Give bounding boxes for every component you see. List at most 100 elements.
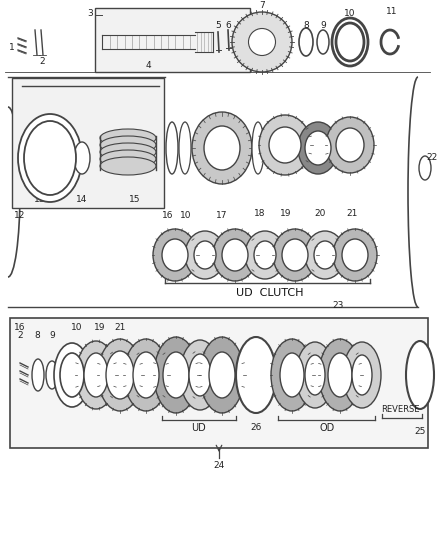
Text: 10: 10: [71, 322, 83, 332]
Text: 14: 14: [76, 196, 88, 205]
Ellipse shape: [352, 355, 372, 395]
Text: 23: 23: [332, 301, 344, 310]
Ellipse shape: [100, 129, 156, 147]
Bar: [95, 8, 250, 72]
Text: 2: 2: [17, 332, 23, 341]
Text: 6: 6: [225, 20, 231, 29]
Ellipse shape: [32, 359, 44, 391]
Ellipse shape: [100, 136, 156, 154]
Text: 19: 19: [280, 208, 292, 217]
Ellipse shape: [336, 128, 364, 162]
Text: 4: 4: [145, 61, 151, 69]
Ellipse shape: [271, 339, 313, 411]
Text: 10: 10: [180, 211, 192, 220]
Bar: [10, 318, 428, 448]
Ellipse shape: [273, 229, 317, 281]
Text: 11: 11: [386, 7, 398, 17]
Text: 12: 12: [14, 211, 26, 220]
Text: 2: 2: [39, 58, 45, 67]
Ellipse shape: [76, 341, 116, 409]
Bar: [12, 78, 164, 208]
Ellipse shape: [317, 30, 329, 54]
Text: 21: 21: [114, 322, 126, 332]
Ellipse shape: [166, 122, 178, 174]
Text: OD: OD: [319, 423, 335, 433]
Ellipse shape: [342, 239, 368, 271]
Ellipse shape: [296, 342, 334, 408]
Text: 16: 16: [162, 211, 174, 220]
Text: 22: 22: [426, 154, 438, 163]
Ellipse shape: [185, 231, 225, 279]
Ellipse shape: [153, 229, 197, 281]
Text: 19: 19: [94, 322, 106, 332]
Ellipse shape: [74, 142, 90, 174]
Ellipse shape: [163, 352, 189, 398]
Text: 5: 5: [215, 21, 221, 30]
Ellipse shape: [133, 352, 159, 398]
Ellipse shape: [24, 121, 76, 195]
Ellipse shape: [280, 353, 304, 397]
Ellipse shape: [213, 229, 257, 281]
Ellipse shape: [245, 231, 285, 279]
Ellipse shape: [319, 339, 361, 411]
Ellipse shape: [209, 352, 235, 398]
Ellipse shape: [189, 354, 211, 396]
Ellipse shape: [54, 343, 90, 407]
Ellipse shape: [162, 239, 188, 271]
Text: 9: 9: [320, 20, 326, 29]
Text: REVERSE: REVERSE: [381, 406, 419, 415]
Text: 10: 10: [344, 10, 356, 19]
Ellipse shape: [406, 341, 434, 409]
Ellipse shape: [100, 150, 156, 168]
Text: 18: 18: [254, 208, 266, 217]
Ellipse shape: [269, 127, 301, 163]
Ellipse shape: [298, 122, 338, 174]
Text: 25: 25: [414, 427, 426, 437]
Ellipse shape: [252, 122, 264, 174]
Text: 9: 9: [49, 332, 55, 341]
Ellipse shape: [200, 337, 244, 413]
Ellipse shape: [336, 23, 364, 61]
Ellipse shape: [326, 117, 374, 173]
Ellipse shape: [106, 351, 134, 399]
Ellipse shape: [248, 28, 276, 55]
Ellipse shape: [259, 115, 311, 175]
Ellipse shape: [305, 131, 331, 165]
Text: 8: 8: [303, 20, 309, 29]
Text: 24: 24: [213, 462, 225, 471]
Ellipse shape: [18, 114, 82, 202]
Ellipse shape: [299, 28, 313, 56]
Ellipse shape: [60, 353, 84, 397]
Ellipse shape: [100, 157, 156, 175]
Ellipse shape: [154, 337, 198, 413]
Text: UD: UD: [192, 423, 206, 433]
Ellipse shape: [180, 340, 220, 410]
Text: 16: 16: [14, 322, 26, 332]
Ellipse shape: [343, 342, 381, 408]
Ellipse shape: [179, 122, 191, 174]
Ellipse shape: [328, 353, 352, 397]
Text: 26: 26: [250, 424, 261, 432]
Text: 15: 15: [129, 196, 141, 205]
Ellipse shape: [222, 239, 248, 271]
Ellipse shape: [332, 18, 368, 66]
Text: 13: 13: [34, 196, 46, 205]
Ellipse shape: [282, 239, 308, 271]
Ellipse shape: [192, 112, 252, 184]
Text: 3: 3: [87, 10, 93, 19]
Ellipse shape: [236, 337, 276, 413]
Ellipse shape: [204, 126, 240, 170]
Ellipse shape: [46, 361, 58, 389]
Ellipse shape: [419, 156, 431, 180]
Ellipse shape: [194, 241, 216, 269]
Text: 1: 1: [9, 44, 15, 52]
Ellipse shape: [254, 241, 276, 269]
Ellipse shape: [314, 241, 336, 269]
Text: UD  CLUTCH: UD CLUTCH: [236, 288, 304, 298]
Text: 8: 8: [34, 332, 40, 341]
Ellipse shape: [232, 12, 292, 72]
Ellipse shape: [124, 339, 168, 411]
Text: 17: 17: [216, 211, 228, 220]
Ellipse shape: [333, 229, 377, 281]
Ellipse shape: [305, 355, 325, 395]
